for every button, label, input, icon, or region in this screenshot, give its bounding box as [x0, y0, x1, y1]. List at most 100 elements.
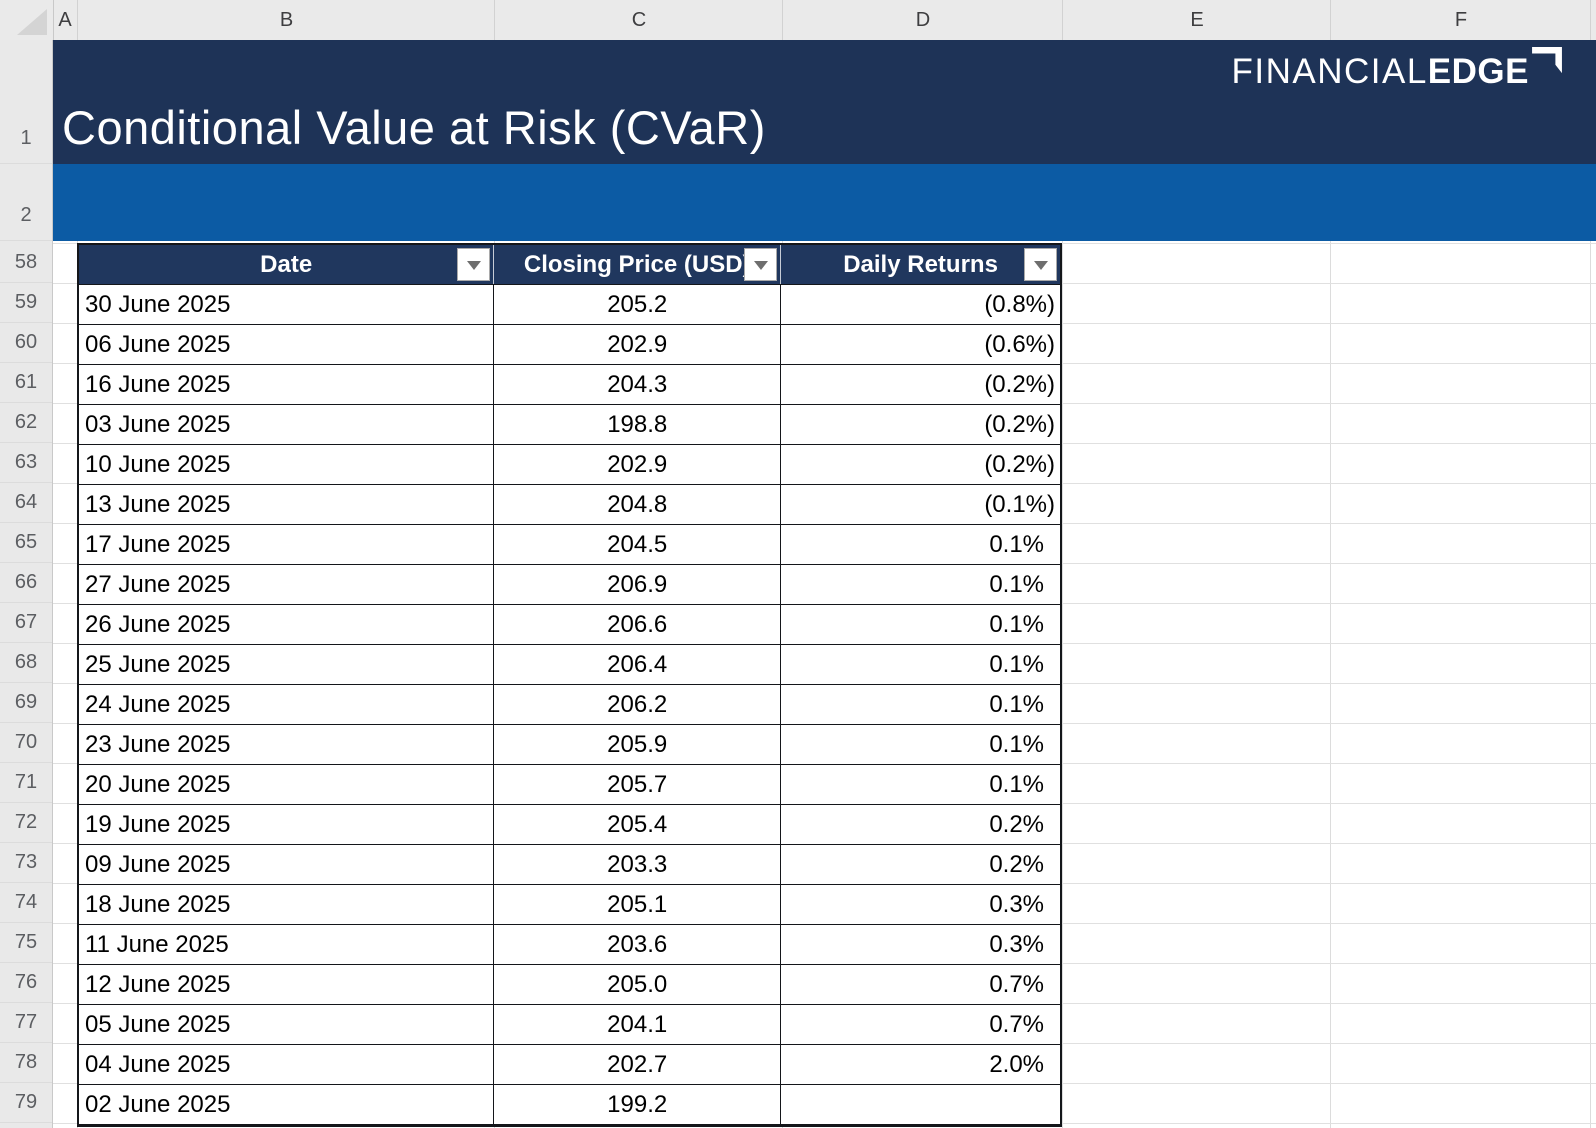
- row-header-71[interactable]: 71: [0, 763, 52, 803]
- cell-closing-price[interactable]: 205.1: [494, 885, 782, 924]
- cell-closing-price[interactable]: 204.5: [494, 525, 782, 564]
- row-header-78[interactable]: 78: [0, 1043, 52, 1083]
- cell-closing-price[interactable]: 204.3: [494, 365, 782, 404]
- cell-closing-price[interactable]: 205.7: [494, 765, 782, 804]
- row-header-66[interactable]: 66: [0, 563, 52, 603]
- row-header-76[interactable]: 76: [0, 963, 52, 1003]
- row-header-67[interactable]: 67: [0, 603, 52, 643]
- row-header-70[interactable]: 70: [0, 723, 52, 763]
- column-header-B[interactable]: B: [77, 0, 495, 40]
- cell-closing-price[interactable]: 199.2: [494, 1085, 782, 1125]
- filter-dropdown-date[interactable]: [457, 248, 491, 281]
- cell-daily-returns[interactable]: (0.1%): [984, 490, 1055, 518]
- cell-date[interactable]: 18 June 2025: [79, 885, 495, 924]
- cell-closing-price[interactable]: 203.3: [494, 845, 782, 884]
- row-header-72[interactable]: 72: [0, 803, 52, 843]
- cell-daily-returns[interactable]: 0.1%: [989, 690, 1045, 718]
- cell-closing-price[interactable]: 206.6: [494, 605, 782, 644]
- row-header-68[interactable]: 68: [0, 643, 52, 683]
- column-header-F[interactable]: F: [1330, 0, 1591, 40]
- row-header-1[interactable]: 1: [0, 40, 52, 164]
- column-header-D[interactable]: D: [782, 0, 1063, 40]
- cell-date[interactable]: 19 June 2025: [79, 805, 495, 844]
- cell-closing-price[interactable]: 205.0: [494, 965, 782, 1004]
- cell-closing-price[interactable]: 204.8: [494, 485, 782, 524]
- cell-date[interactable]: 17 June 2025: [79, 525, 495, 564]
- cell-date[interactable]: 12 June 2025: [79, 965, 495, 1004]
- select-all-button[interactable]: [0, 0, 54, 40]
- cell-daily-returns[interactable]: (0.6%): [984, 330, 1055, 358]
- cell-daily-returns[interactable]: (0.8%): [984, 290, 1055, 318]
- cell-daily-returns[interactable]: 0.1%: [989, 730, 1045, 758]
- cell-date[interactable]: 20 June 2025: [79, 765, 495, 804]
- cell-date[interactable]: 23 June 2025: [79, 725, 495, 764]
- filter-dropdown-closing_price[interactable]: [744, 248, 778, 281]
- row-header-2[interactable]: 2: [0, 164, 52, 241]
- cell-daily-returns[interactable]: [781, 1085, 1060, 1125]
- cell-daily-returns[interactable]: 0.1%: [989, 770, 1045, 798]
- row-header-62[interactable]: 62: [0, 403, 52, 443]
- row-header-73[interactable]: 73: [0, 843, 52, 883]
- cell-daily-returns[interactable]: 0.7%: [989, 970, 1045, 998]
- row-header-75[interactable]: 75: [0, 923, 52, 963]
- cell-date[interactable]: 05 June 2025: [79, 1005, 495, 1044]
- cell-date[interactable]: 26 June 2025: [79, 605, 495, 644]
- cell-daily-returns[interactable]: 0.7%: [989, 1010, 1045, 1038]
- cell-closing-price[interactable]: 206.9: [494, 565, 782, 604]
- row-header-64[interactable]: 64: [0, 483, 52, 523]
- column-header-E[interactable]: E: [1062, 0, 1331, 40]
- cell-date[interactable]: 30 June 2025: [79, 285, 495, 324]
- cell-date[interactable]: 27 June 2025: [79, 565, 495, 604]
- cell-date[interactable]: 06 June 2025: [79, 325, 495, 364]
- cell-daily-returns[interactable]: 0.1%: [989, 530, 1045, 558]
- cell-closing-price[interactable]: 206.2: [494, 685, 782, 724]
- cell-closing-price[interactable]: 206.4: [494, 645, 782, 684]
- row-header-77[interactable]: 77: [0, 1003, 52, 1043]
- cell-daily-returns[interactable]: 0.1%: [989, 650, 1045, 678]
- cell-daily-returns[interactable]: 0.3%: [989, 890, 1045, 918]
- cell-daily-returns[interactable]: (0.2%): [984, 410, 1055, 438]
- cell-date[interactable]: 13 June 2025: [79, 485, 495, 524]
- cell-daily-returns[interactable]: (0.2%): [984, 370, 1055, 398]
- row-header-58[interactable]: 58: [0, 243, 52, 283]
- filter-dropdown-daily_returns[interactable]: [1024, 248, 1057, 281]
- cell-date[interactable]: 09 June 2025: [79, 845, 495, 884]
- row-header-63[interactable]: 63: [0, 443, 52, 483]
- cell-daily-returns[interactable]: 0.2%: [989, 850, 1045, 878]
- cell-date[interactable]: 03 June 2025: [79, 405, 495, 444]
- cell-date[interactable]: 11 June 2025: [79, 925, 495, 964]
- cell-closing-price[interactable]: 204.1: [494, 1005, 782, 1044]
- row-header-61[interactable]: 61: [0, 363, 52, 403]
- cell-closing-price[interactable]: 203.6: [494, 925, 782, 964]
- cell-date[interactable]: 25 June 2025: [79, 645, 495, 684]
- cell-closing-price[interactable]: 202.7: [494, 1045, 782, 1084]
- row-header-69[interactable]: 69: [0, 683, 52, 723]
- cell-daily-returns[interactable]: 0.2%: [989, 810, 1045, 838]
- cell-date[interactable]: 04 June 2025: [79, 1045, 495, 1084]
- cell-daily-returns[interactable]: 0.1%: [989, 610, 1045, 638]
- cell-closing-price[interactable]: 205.2: [494, 285, 782, 324]
- cell-closing-price[interactable]: 205.4: [494, 805, 782, 844]
- column-header-A[interactable]: A: [58, 8, 72, 31]
- cell-date[interactable]: 16 June 2025: [79, 365, 495, 404]
- cell-closing-price[interactable]: 202.9: [494, 445, 782, 484]
- column-header-label: Daily Returns: [843, 250, 998, 278]
- cell-daily-returns[interactable]: (0.2%): [984, 450, 1055, 478]
- cell-date[interactable]: 10 June 2025: [79, 445, 495, 484]
- row-header-79[interactable]: 79: [0, 1083, 52, 1123]
- cell-closing-price[interactable]: 202.9: [494, 325, 782, 364]
- cell-closing-price[interactable]: 198.8: [494, 405, 782, 444]
- cell-date[interactable]: 24 June 2025: [79, 685, 495, 724]
- row-header-74[interactable]: 74: [0, 883, 52, 923]
- cell-daily-returns[interactable]: 2.0%: [989, 1050, 1045, 1078]
- cell-date[interactable]: 02 June 2025: [79, 1085, 495, 1125]
- cell-daily-returns[interactable]: 0.1%: [989, 570, 1045, 598]
- cell-daily-returns[interactable]: 0.3%: [989, 930, 1045, 958]
- column-header-C[interactable]: C: [494, 0, 783, 40]
- gridline-horizontal: [53, 243, 77, 244]
- row-header-60[interactable]: 60: [0, 323, 52, 363]
- cell-closing-price[interactable]: 205.9: [494, 725, 782, 764]
- row-header-59[interactable]: 59: [0, 283, 52, 323]
- row-header-65[interactable]: 65: [0, 523, 52, 563]
